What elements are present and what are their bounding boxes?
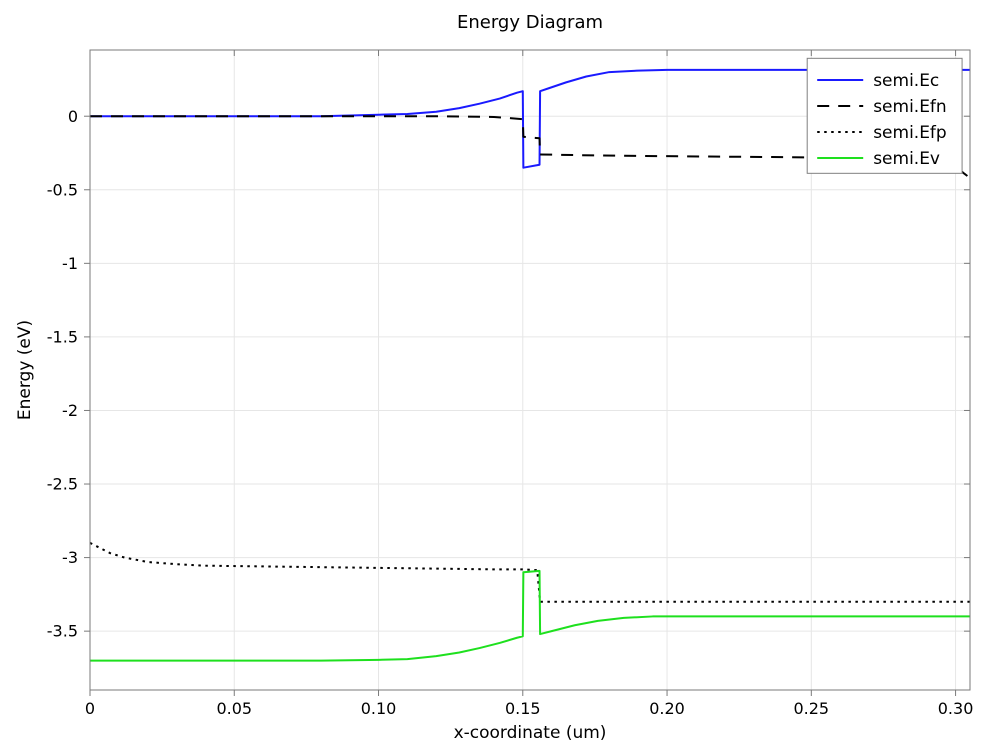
legend: semi.Ec semi.Efn semi.Efp semi.Ev: [807, 58, 962, 173]
y-tick-label: -2.5: [47, 475, 78, 494]
x-tick-label: 0.15: [505, 699, 541, 718]
y-tick-label: -1: [62, 254, 78, 273]
chart-title: Energy Diagram: [457, 12, 603, 33]
energy-diagram-chart: 0 0.05 0.10 0.15 0.20 0.25 0.30 -3.5 -3 -2.5 -2 -1.…: [0, 0, 1000, 750]
chart-svg: 0 0.05 0.10 0.15 0.20 0.25 0.30 -3.5 -3 -2.5 -2 -1.…: [0, 0, 1000, 750]
x-tick-label: 0.25: [793, 699, 829, 718]
y-axis-label: Energy (eV): [15, 320, 35, 420]
x-tick-label: 0.05: [216, 699, 252, 718]
legend-label: semi.Ev: [873, 149, 940, 169]
x-axis-label: x-coordinate (um): [454, 723, 607, 743]
x-tick-label: 0.10: [361, 699, 397, 718]
x-tick-label: 0.30: [938, 699, 974, 718]
x-tick-label: 0.20: [649, 699, 685, 718]
y-tick-label: -2: [62, 401, 78, 420]
y-tick-label: -3.5: [47, 622, 78, 641]
y-tick-label: -0.5: [47, 180, 78, 199]
y-tick-label: -3: [62, 548, 78, 567]
legend-label: semi.Efp: [873, 123, 947, 143]
legend-label: semi.Ec: [873, 71, 939, 91]
y-tick-label: -1.5: [47, 327, 78, 346]
y-tick-label: 0: [68, 107, 78, 126]
x-tick-label: 0: [85, 699, 95, 718]
legend-label: semi.Efn: [873, 97, 947, 117]
